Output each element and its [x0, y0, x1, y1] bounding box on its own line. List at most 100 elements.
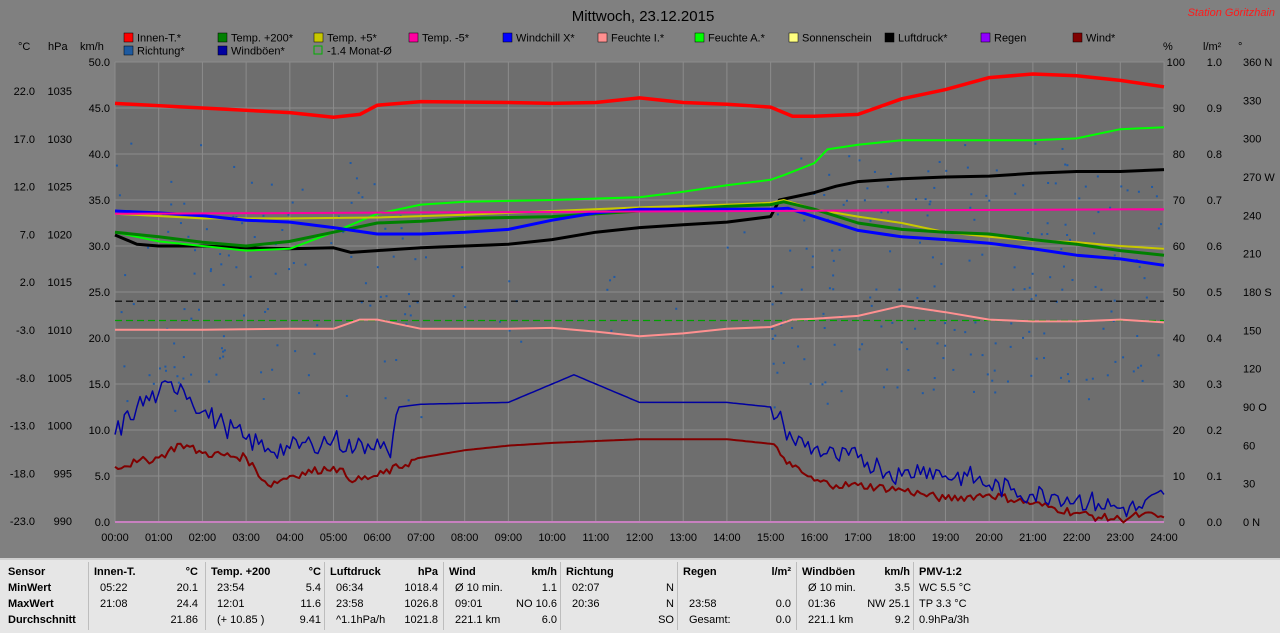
station-name: Station Göritzhain — [1188, 7, 1275, 19]
direction-dot — [174, 409, 177, 412]
stats-time: 05:22 — [100, 582, 128, 594]
direction-dot — [606, 288, 609, 291]
direction-dot — [933, 377, 936, 380]
legend-swatch — [788, 32, 799, 43]
direction-dot — [890, 172, 893, 175]
direction-dot — [461, 266, 464, 269]
direction-dot — [858, 159, 861, 162]
stats-value: NW 25.1 — [867, 598, 910, 610]
direction-dot — [1106, 374, 1109, 377]
tick-direction: 60 — [1243, 440, 1255, 452]
direction-dot — [972, 390, 975, 393]
direction-dot — [270, 183, 273, 186]
tick-celsius: -8.0 — [16, 373, 35, 385]
direction-dot — [743, 231, 746, 234]
direction-dot — [167, 230, 170, 233]
direction-dot — [182, 377, 185, 380]
tick-time: 07:00 — [407, 532, 435, 544]
direction-dot — [395, 358, 398, 361]
direction-dot — [276, 344, 279, 347]
stats-header: Temp. +200 — [211, 566, 271, 578]
direction-dot — [1122, 356, 1125, 359]
stats-time: 06:34 — [336, 582, 364, 594]
direction-dot — [401, 237, 404, 240]
stats-row-label: MinWert — [8, 582, 52, 594]
direction-dot — [991, 379, 994, 382]
direction-dot — [170, 180, 173, 183]
legend-label: Feuchte I.* — [611, 33, 665, 45]
tick-hpa: 995 — [54, 468, 72, 480]
direction-dot — [800, 157, 803, 160]
direction-dot — [392, 255, 395, 258]
direction-dot — [726, 246, 729, 249]
direction-dot — [307, 374, 310, 377]
direction-dot — [863, 199, 866, 202]
direction-dot — [1062, 265, 1065, 268]
direction-dot — [124, 274, 127, 277]
direction-dot — [176, 375, 179, 378]
direction-dot — [1155, 195, 1158, 198]
direction-dot — [235, 266, 238, 269]
tick-kmh: 30.0 — [89, 241, 110, 253]
legend-label: Feuchte A.* — [708, 33, 766, 45]
stats-value: N — [666, 582, 674, 594]
direction-dot — [1064, 163, 1067, 166]
direction-dot — [287, 213, 290, 216]
direction-dot — [233, 165, 236, 168]
direction-dot — [1034, 142, 1037, 145]
direction-dot — [183, 202, 186, 205]
stats-value: NO 10.6 — [516, 598, 557, 610]
series-windb-en — [114, 374, 1165, 518]
direction-dot — [407, 399, 410, 402]
tick-time: 02:00 — [189, 532, 217, 544]
direction-dot — [222, 355, 225, 358]
direction-dot — [828, 173, 831, 176]
tick-rain: 0.7 — [1207, 195, 1222, 207]
direction-dot — [771, 327, 774, 330]
tick-direction: 240 — [1243, 210, 1261, 222]
tick-hpa: 1035 — [48, 86, 72, 98]
direction-dot — [1043, 356, 1046, 359]
stats-time: 09:01 — [455, 598, 483, 610]
unit-hpa: hPa — [48, 41, 68, 53]
tick-time: 05:00 — [320, 532, 348, 544]
direction-dot — [889, 250, 892, 253]
stats-header: Innen-T. — [94, 566, 136, 578]
direction-dot — [1022, 184, 1025, 187]
direction-dot — [974, 321, 977, 324]
direction-dot — [1112, 319, 1115, 322]
direction-dot — [274, 272, 277, 275]
tick-direction: 0 N — [1243, 517, 1260, 529]
direction-dot — [407, 293, 410, 296]
series-temp-5 — [114, 208, 1165, 215]
direction-dot — [173, 342, 176, 345]
direction-dot — [384, 227, 387, 230]
direction-dot — [1023, 288, 1026, 291]
axis-labels: 50.0 45.0 40.0 35.0 30.0 25.0 20.0 15.0 10.0 5.0 0… — [10, 57, 1275, 544]
stats-column: PMV-1:2 WC 5.5 °C TP 3.3 °C 0.9hPa/3h — [919, 564, 1029, 630]
direction-dot — [1026, 231, 1029, 234]
direction-dot — [190, 373, 193, 376]
direction-dot — [869, 219, 872, 222]
direction-dot — [1030, 298, 1033, 301]
stats-column: Wind km/h Ø 10 min. 1.1 09:01 NO 10.6 221.1 km… — [449, 564, 557, 630]
stats-header: Wind — [449, 566, 476, 578]
direction-dot — [1094, 285, 1097, 288]
tick-time: 04:00 — [276, 532, 304, 544]
direction-dot — [936, 342, 939, 345]
series-feuchte-i — [115, 304, 1165, 338]
direction-dot — [900, 341, 903, 344]
tick-percent: 80 — [1173, 149, 1185, 161]
direction-dot — [1069, 238, 1072, 241]
tick-rain: 0.9 — [1207, 103, 1222, 115]
direction-dot — [120, 311, 123, 314]
direction-dot — [772, 362, 775, 365]
tick-direction: 90 O — [1243, 402, 1267, 414]
tick-hpa: 1000 — [48, 421, 72, 433]
direction-dot — [945, 169, 948, 172]
direction-dot — [118, 194, 121, 197]
direction-dot — [921, 392, 924, 395]
legend-label: -1.4 Monat-Ø — [327, 46, 392, 58]
direction-dot — [159, 367, 162, 370]
direction-dot — [1047, 181, 1050, 184]
